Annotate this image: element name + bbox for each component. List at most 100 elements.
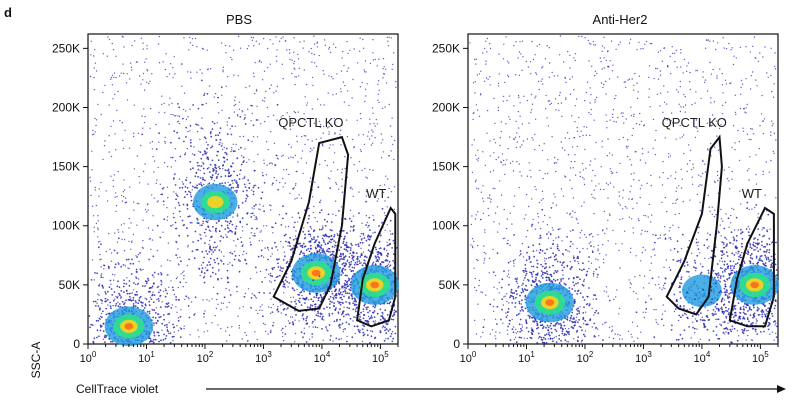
event-dot (235, 143, 237, 146)
event-dot (473, 267, 475, 269)
event-dot (653, 248, 655, 250)
event-dot (206, 93, 209, 95)
event-dot (177, 201, 180, 204)
event-dot (297, 221, 299, 223)
event-dot (128, 240, 130, 243)
event-dot (163, 186, 165, 189)
event-dot (302, 47, 304, 49)
event-dot (256, 218, 258, 220)
event-dot (113, 291, 116, 293)
event-dot (309, 181, 311, 183)
event-dot (594, 101, 596, 103)
event-dot (366, 235, 369, 238)
event-dot (342, 258, 344, 261)
event-dot (319, 201, 321, 204)
event-dot (303, 135, 306, 137)
event-dot (341, 322, 344, 325)
event-dot (631, 336, 633, 338)
event-dot (313, 318, 316, 321)
event-dot (536, 249, 538, 252)
event-dot (170, 280, 172, 282)
event-dot (224, 175, 227, 177)
event-dot (216, 154, 219, 157)
event-dot (111, 294, 114, 296)
event-dot (114, 196, 116, 198)
event-dot (614, 97, 616, 100)
event-dot (200, 237, 202, 240)
event-dot (203, 312, 206, 315)
event-dot (699, 184, 701, 186)
event-dot (234, 255, 237, 257)
event-dot (246, 212, 249, 215)
event-dot (224, 44, 227, 47)
event-dot (332, 298, 335, 300)
event-dot (340, 91, 342, 93)
event-dot (91, 169, 93, 171)
event-dot (199, 169, 201, 172)
event-dot (244, 200, 247, 203)
event-dot (135, 268, 138, 271)
event-dot (342, 328, 345, 331)
event-dot (618, 191, 620, 193)
event-dot (384, 106, 386, 108)
event-dot (277, 188, 279, 191)
event-dot (276, 258, 278, 260)
event-dot (157, 166, 159, 169)
event-dot (338, 293, 341, 296)
event-dot (526, 229, 529, 232)
event-dot (315, 294, 318, 297)
event-dot (586, 81, 589, 83)
event-dot (668, 230, 670, 232)
event-dot (192, 241, 195, 243)
event-dot (388, 302, 391, 305)
event-dot (624, 81, 627, 83)
event-dot (318, 120, 321, 123)
event-dot (237, 75, 239, 77)
event-dot (231, 179, 234, 182)
event-dot (226, 226, 229, 229)
event-dot (696, 328, 698, 330)
event-dot (591, 307, 593, 310)
event-dot (151, 308, 154, 311)
event-dot (100, 312, 103, 315)
event-dot (217, 278, 219, 280)
event-dot (272, 303, 274, 306)
event-dot (380, 133, 382, 135)
event-dot (267, 47, 269, 50)
event-dot (177, 286, 179, 289)
event-dot (322, 239, 325, 242)
event-dot (238, 101, 241, 103)
event-dot (304, 143, 306, 146)
event-dot (116, 252, 119, 254)
event-dot (225, 153, 228, 156)
event-dot (565, 81, 567, 84)
event-dot (308, 240, 310, 243)
event-dot (560, 141, 562, 143)
event-dot (111, 74, 114, 77)
event-dot (112, 279, 115, 281)
event-dot (663, 85, 665, 87)
event-dot (349, 249, 352, 252)
event-dot (555, 237, 557, 239)
event-dot (313, 252, 316, 254)
event-dot (584, 311, 587, 313)
event-dot (615, 243, 617, 245)
event-dot (349, 217, 351, 220)
event-dot (294, 235, 297, 237)
event-dot (124, 202, 127, 204)
event-dot (264, 247, 266, 249)
event-dot (359, 86, 362, 88)
event-dot (316, 245, 319, 248)
event-dot (203, 281, 206, 284)
event-dot (374, 336, 377, 339)
event-dot (475, 214, 477, 216)
event-dot (237, 114, 239, 116)
event-dot (230, 220, 232, 223)
event-dot (284, 255, 286, 258)
event-dot (179, 216, 181, 218)
event-dot (648, 203, 651, 206)
event-dot (152, 155, 154, 158)
event-dot (314, 217, 316, 219)
event-dot (393, 158, 395, 161)
event-dot (265, 141, 268, 143)
